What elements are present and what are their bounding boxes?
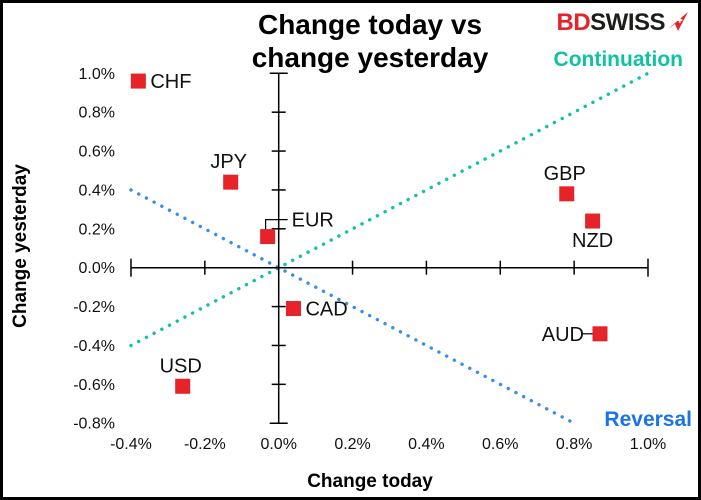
- continuation-label: Continuation: [553, 48, 683, 71]
- bdswiss-logo: BD SWISS: [556, 11, 688, 35]
- x-tick-label: -0.2%: [184, 436, 226, 453]
- x-tick-label: 0.0%: [260, 436, 296, 453]
- y-tick-label: -0.4%: [73, 338, 115, 355]
- y-tick-label: 0.0%: [79, 260, 115, 277]
- point-label-NZD: NZD: [572, 230, 613, 252]
- point-marker-USD: [175, 378, 191, 394]
- point-label-CAD: CAD: [305, 299, 347, 321]
- chart-title-line2: change yesterday: [251, 42, 489, 73]
- point-marker-EUR: [260, 229, 276, 245]
- x-axis-title: Change today: [307, 471, 433, 492]
- point-label-USD: USD: [160, 355, 202, 377]
- x-tick-label: -0.4%: [110, 436, 152, 453]
- x-tick-label: 0.6%: [482, 436, 518, 453]
- scatter-plot: 1.0% 0.8% 0.6% 0.4% 0.2% 0.0% -0.2% -0.4% -0.6% -…: [73, 66, 666, 453]
- y-tick-label: 0.4%: [79, 182, 115, 199]
- reversal-trend-line: [129, 188, 576, 425]
- logo-text-swiss: SWISS: [590, 9, 665, 36]
- reversal-label: Reversal: [604, 408, 692, 431]
- x-tick-label: 1.0%: [630, 436, 666, 453]
- chart-title-line1: Change today vs: [257, 9, 483, 40]
- point-marker-NZD: [585, 213, 601, 229]
- x-tick-label: 0.2%: [334, 436, 370, 453]
- point-label-GBP: GBP: [544, 163, 586, 185]
- point-marker-GBP: [559, 186, 575, 202]
- x-tick-label: 0.8%: [556, 436, 592, 453]
- chart-title: Change today vs change yesterday: [39, 8, 698, 74]
- point-label-JPY: JPY: [210, 151, 247, 173]
- y-tick-label: 0.2%: [79, 221, 115, 238]
- y-tick-label: 0.6%: [79, 144, 115, 161]
- y-axis-title: Change yesterday: [10, 164, 31, 328]
- y-tick-label: -0.8%: [73, 416, 115, 433]
- y-tick-label: 1.0%: [79, 66, 115, 83]
- point-marker-AUD: [592, 326, 608, 342]
- x-tick-label: 0.4%: [408, 436, 444, 453]
- point-label-AUD: AUD: [542, 324, 584, 346]
- logo-text-bd: BD: [556, 9, 591, 36]
- y-tick-label: -0.2%: [73, 299, 115, 316]
- leader-line-EUR: [265, 218, 288, 231]
- y-tick-label: -0.6%: [73, 377, 115, 394]
- point-marker-CAD: [285, 301, 301, 317]
- y-tick-label: 0.8%: [79, 105, 115, 122]
- point-marker-CHF: [130, 73, 146, 89]
- point-marker-JPY: [223, 174, 239, 190]
- continuation-trend-line: [129, 71, 650, 348]
- point-label-CHF: CHF: [150, 71, 191, 93]
- point-label-EUR: EUR: [292, 210, 334, 232]
- logo-arrow-icon: [668, 12, 688, 31]
